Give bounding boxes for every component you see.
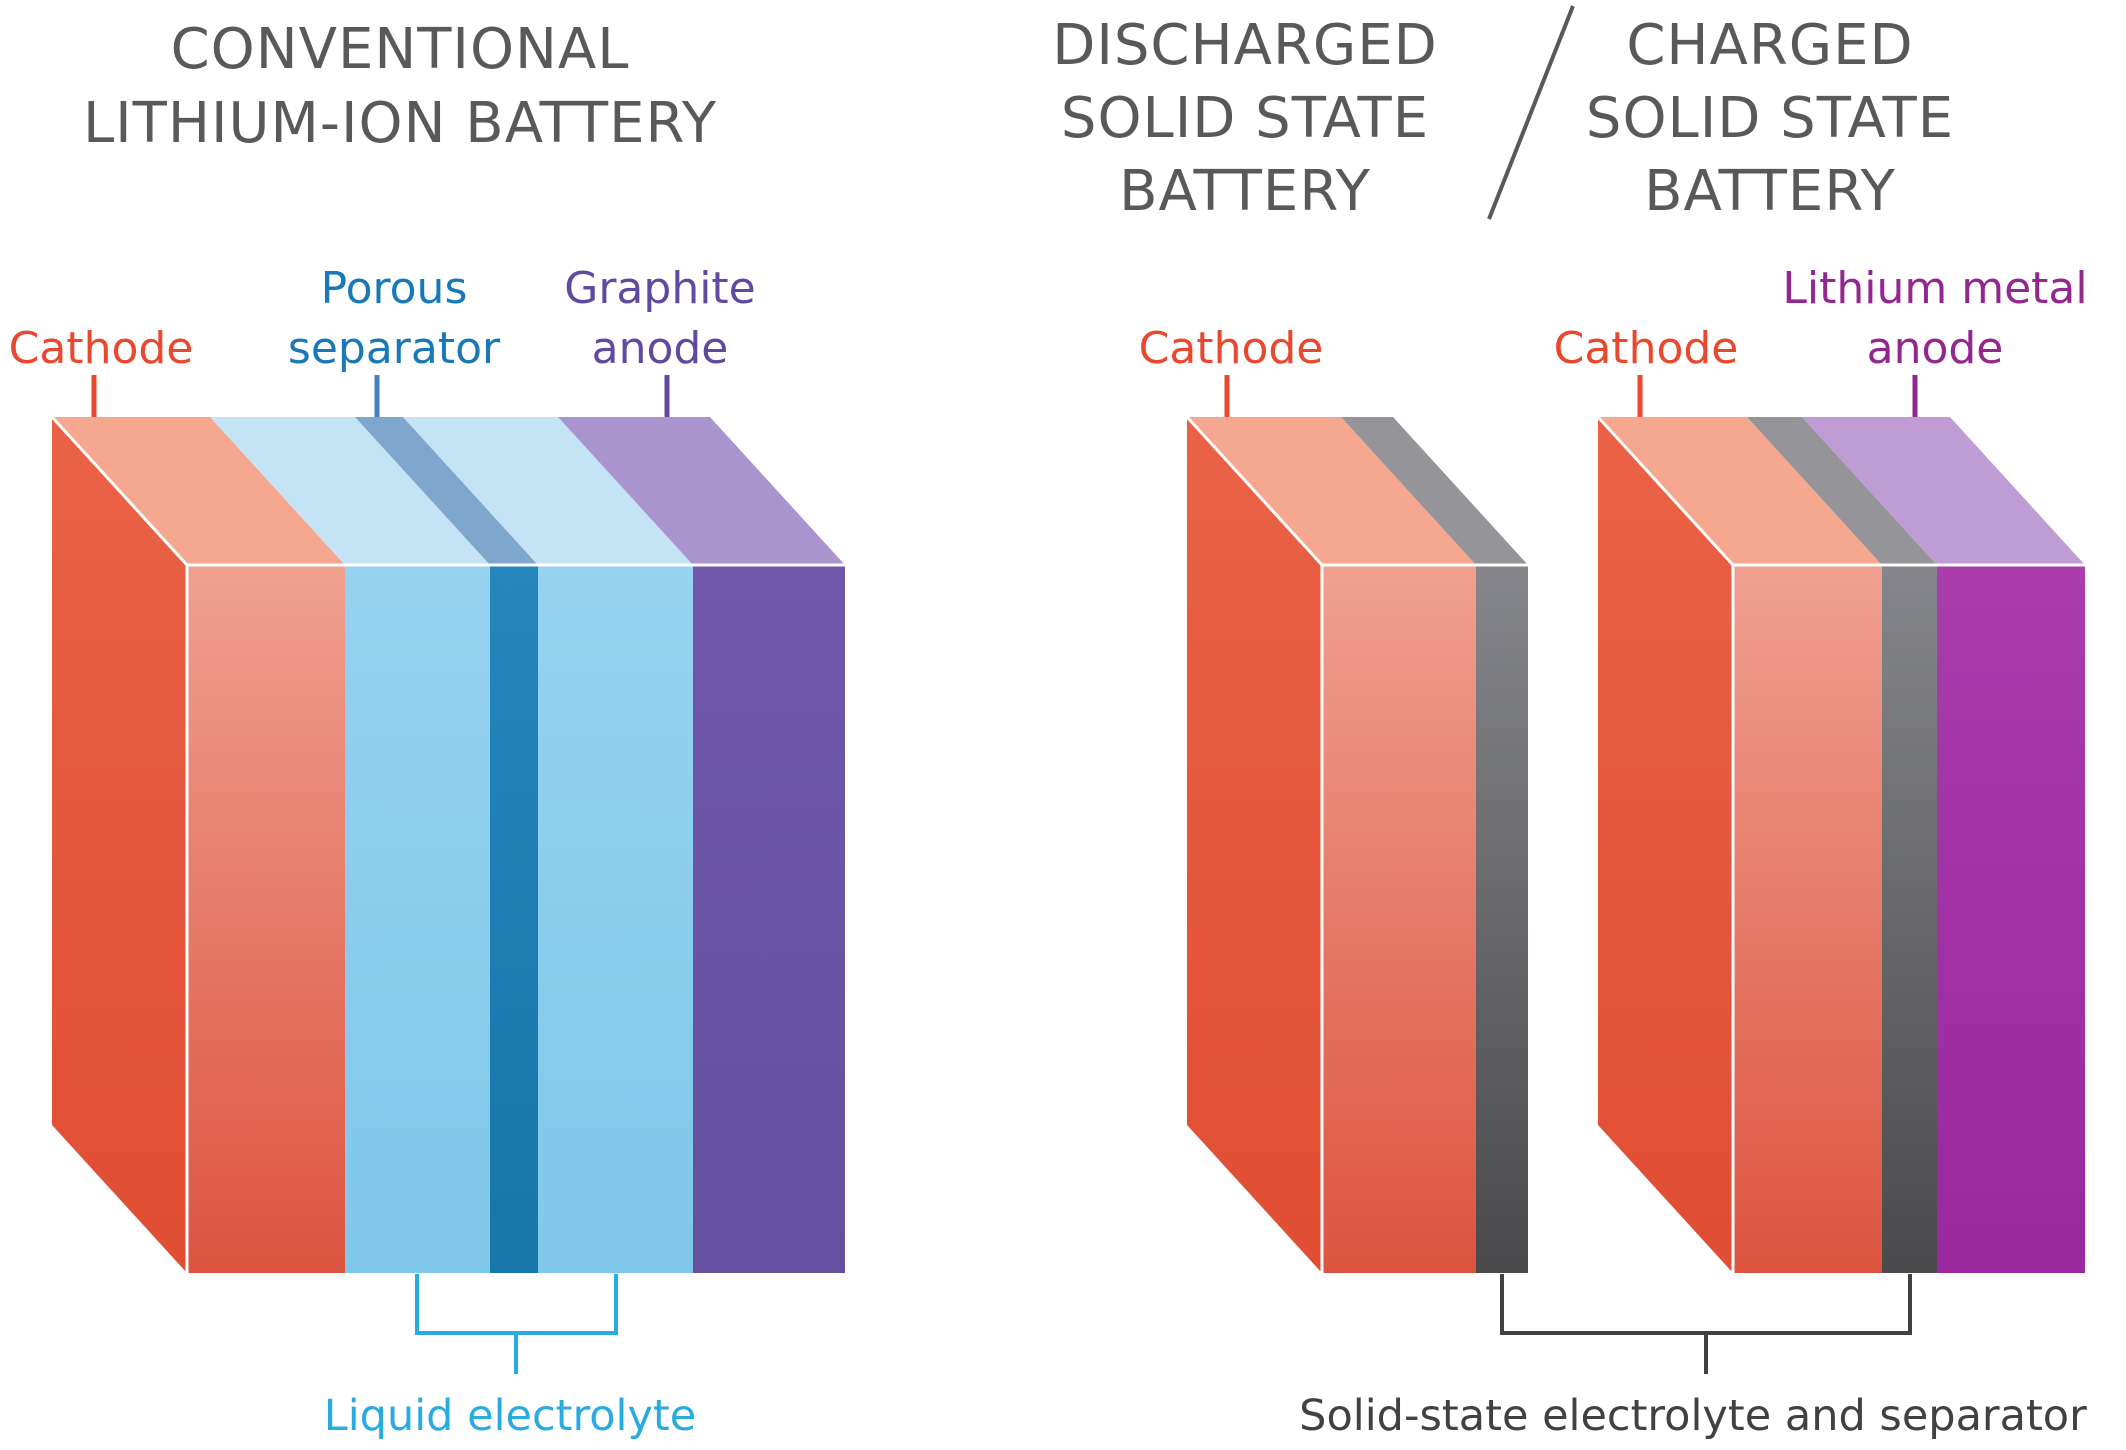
left-electrolyte1-top-face bbox=[210, 417, 490, 565]
conventional-battery bbox=[50, 415, 845, 1273]
left-anode-front-face bbox=[693, 565, 845, 1273]
left-cathode-side-face bbox=[52, 417, 187, 1273]
graphite-anode-label-line2: anode bbox=[592, 323, 729, 374]
left-cathode-front-face bbox=[187, 565, 345, 1273]
left-separator-top-face bbox=[355, 417, 538, 565]
left-cathode-top-face bbox=[52, 417, 345, 565]
graphite-anode-label-line1: Graphite bbox=[564, 263, 756, 314]
porous-separator-label-line1: Porous bbox=[321, 263, 468, 314]
discharged-electrolyte-front-face bbox=[1476, 565, 1528, 1273]
left-electrolyte2-front-face bbox=[538, 565, 693, 1273]
charged-anode-top-face bbox=[1802, 417, 2085, 565]
left-title-line1: CONVENTIONAL bbox=[171, 17, 630, 82]
discharged-title-line3: BATTERY bbox=[1119, 159, 1371, 224]
title-slash bbox=[1487, 5, 1575, 220]
left-electrolyte1-front-face bbox=[345, 565, 490, 1273]
cathode-label-discharged: Cathode bbox=[1139, 323, 1324, 374]
porous-separator-label-line2: separator bbox=[288, 323, 501, 374]
charged-cathode-side-face bbox=[1598, 417, 1733, 1273]
charged-anode-front-face bbox=[1937, 565, 2085, 1273]
solid-state-electrolyte-label: Solid-state electrolyte and separator bbox=[1299, 1391, 2087, 1441]
discharged-cathode-top-face bbox=[1187, 417, 1476, 565]
liquid-electrolyte-bracket bbox=[415, 1274, 618, 1374]
lithium-metal-anode-label-line1: Lithium metal bbox=[1782, 263, 2087, 314]
charged-electrolyte-top-face bbox=[1747, 417, 1937, 565]
discharged-title-line2: SOLID STATE bbox=[1061, 86, 1429, 151]
left-title-line2: LITHIUM-ION BATTERY bbox=[83, 91, 717, 156]
left-electrolyte2-top-face bbox=[403, 417, 693, 565]
charged-cathode-top-face bbox=[1598, 417, 1882, 565]
charged-battery bbox=[1596, 415, 2085, 1273]
cathode-label-charged: Cathode bbox=[1554, 323, 1739, 374]
charged-title-line3: BATTERY bbox=[1644, 159, 1896, 224]
charged-electrolyte-front-face bbox=[1882, 565, 1937, 1273]
cathode-label-left: Cathode bbox=[9, 323, 194, 374]
solid-state-bracket bbox=[1500, 1274, 1912, 1374]
discharged-electrolyte-top-face bbox=[1341, 417, 1528, 565]
liquid-electrolyte-label: Liquid electrolyte bbox=[324, 1391, 696, 1441]
discharged-title-line1: DISCHARGED bbox=[1052, 13, 1438, 78]
lithium-metal-anode-label-line2: anode bbox=[1867, 323, 2004, 374]
left-separator-front-face bbox=[490, 565, 538, 1273]
charged-battery-edge-highlight bbox=[1596, 415, 2085, 1273]
charged-title-line1: CHARGED bbox=[1626, 13, 1913, 78]
left-anode-top-face bbox=[558, 417, 845, 565]
discharged-battery bbox=[1185, 415, 1528, 1273]
discharged-cathode-side-face bbox=[1187, 417, 1322, 1273]
left-battery-edge-highlight bbox=[50, 415, 845, 1273]
charged-cathode-front-face bbox=[1733, 565, 1882, 1273]
discharged-battery-edge-highlight bbox=[1185, 415, 1528, 1273]
charged-title-line2: SOLID STATE bbox=[1586, 86, 1954, 151]
discharged-cathode-front-face bbox=[1322, 565, 1476, 1273]
